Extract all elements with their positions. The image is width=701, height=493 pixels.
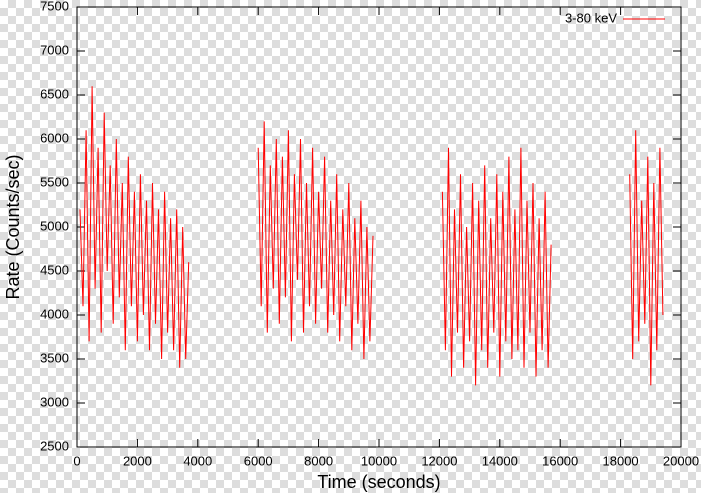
- y-tick-label: 5500: [40, 174, 69, 189]
- x-tick-label: 8000: [304, 453, 333, 468]
- y-tick-label: 3000: [40, 394, 69, 409]
- x-tick-label: 4000: [183, 453, 212, 468]
- x-tick-label: 20000: [663, 453, 699, 468]
- x-tick-label: 14000: [482, 453, 518, 468]
- legend-label: 3-80 keV: [565, 10, 617, 25]
- y-tick-label: 2500: [40, 438, 69, 453]
- y-tick-label: 5000: [40, 218, 69, 233]
- x-tick-label: 10000: [361, 453, 397, 468]
- x-tick-label: 0: [73, 453, 80, 468]
- plot-frame: [76, 6, 682, 448]
- data-line: [79, 86, 664, 386]
- x-tick-label: 12000: [421, 453, 457, 468]
- y-tick-label: 6500: [40, 86, 69, 101]
- x-tick-label: 6000: [244, 453, 273, 468]
- y-tick-label: 4000: [40, 306, 69, 321]
- y-tick-label: 3500: [40, 350, 69, 365]
- y-tick-label: 4500: [40, 262, 69, 277]
- y-tick-label: 7500: [40, 0, 69, 13]
- x-axis-title: Time (seconds): [317, 472, 440, 492]
- y-tick-label: 7000: [40, 42, 69, 57]
- y-axis-title: Rate (Counts/sec): [3, 154, 23, 299]
- x-tick-label: 2000: [123, 453, 152, 468]
- y-tick-label: 6000: [40, 130, 69, 145]
- x-tick-label: 18000: [603, 453, 639, 468]
- x-tick-label: 16000: [542, 453, 578, 468]
